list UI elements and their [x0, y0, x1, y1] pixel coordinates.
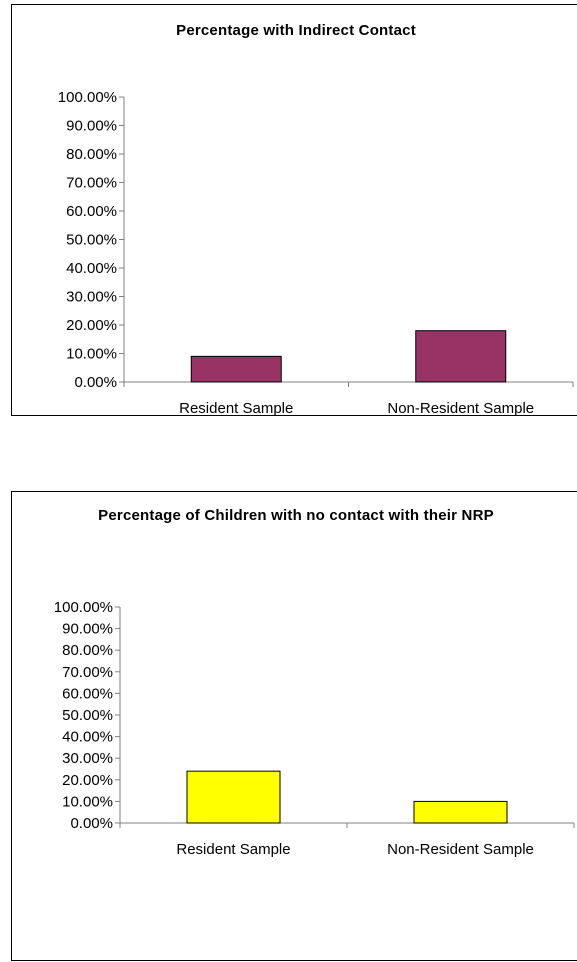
- y-tick-label: 50.00%: [62, 707, 113, 724]
- y-tick-label: 70.00%: [62, 664, 113, 681]
- y-tick-label: 100.00%: [58, 89, 117, 106]
- y-tick-label: 90.00%: [62, 621, 113, 638]
- y-tick-label: 100.00%: [54, 599, 113, 616]
- y-tick-label: 30.00%: [62, 750, 113, 767]
- y-tick-label: 20.00%: [66, 317, 117, 334]
- y-tick-label: 20.00%: [62, 772, 113, 789]
- y-tick-label: 40.00%: [62, 729, 113, 746]
- y-tick-label: 80.00%: [66, 146, 117, 163]
- y-tick-label: 30.00%: [66, 289, 117, 306]
- y-tick-label: 70.00%: [66, 175, 117, 192]
- y-tick-label: 60.00%: [62, 685, 113, 702]
- chart-plot-area: 0.00% 10.00% 20.00% 30.00% 40.00% 50.00% 60.00…: [54, 599, 575, 858]
- y-tick-label: 80.00%: [62, 642, 113, 659]
- y-tick-label: 60.00%: [66, 203, 117, 220]
- chart-no-contact: Percentage of Children with no contact w…: [11, 491, 577, 961]
- chart-title: Percentage of Children with no contact w…: [98, 507, 494, 524]
- chart-title: Percentage with Indirect Contact: [176, 22, 416, 39]
- y-tick-label: 10.00%: [62, 793, 113, 810]
- bar: [413, 800, 508, 824]
- x-tick-label: Resident Sample: [179, 400, 293, 417]
- y-tick-label: 0.00%: [74, 374, 117, 391]
- bar: [190, 355, 282, 383]
- bar: [186, 770, 281, 824]
- x-tick-label: Non-Resident Sample: [387, 841, 534, 858]
- chart-plot-area: 0.00% 10.00% 20.00% 30.00% 40.00% 50.00% 60.00…: [58, 89, 574, 417]
- x-tick-label: Non-Resident Sample: [387, 400, 534, 417]
- x-tick-label: Resident Sample: [176, 841, 290, 858]
- y-tick-label: 10.00%: [66, 346, 117, 363]
- y-tick-label: 50.00%: [66, 232, 117, 249]
- bar: [415, 330, 507, 383]
- y-tick-label: 0.00%: [70, 815, 113, 832]
- y-tick-label: 90.00%: [66, 118, 117, 135]
- y-tick-label: 40.00%: [66, 260, 117, 277]
- chart-indirect-contact: Percentage with Indirect Contact 0.00% 10…: [11, 4, 577, 417]
